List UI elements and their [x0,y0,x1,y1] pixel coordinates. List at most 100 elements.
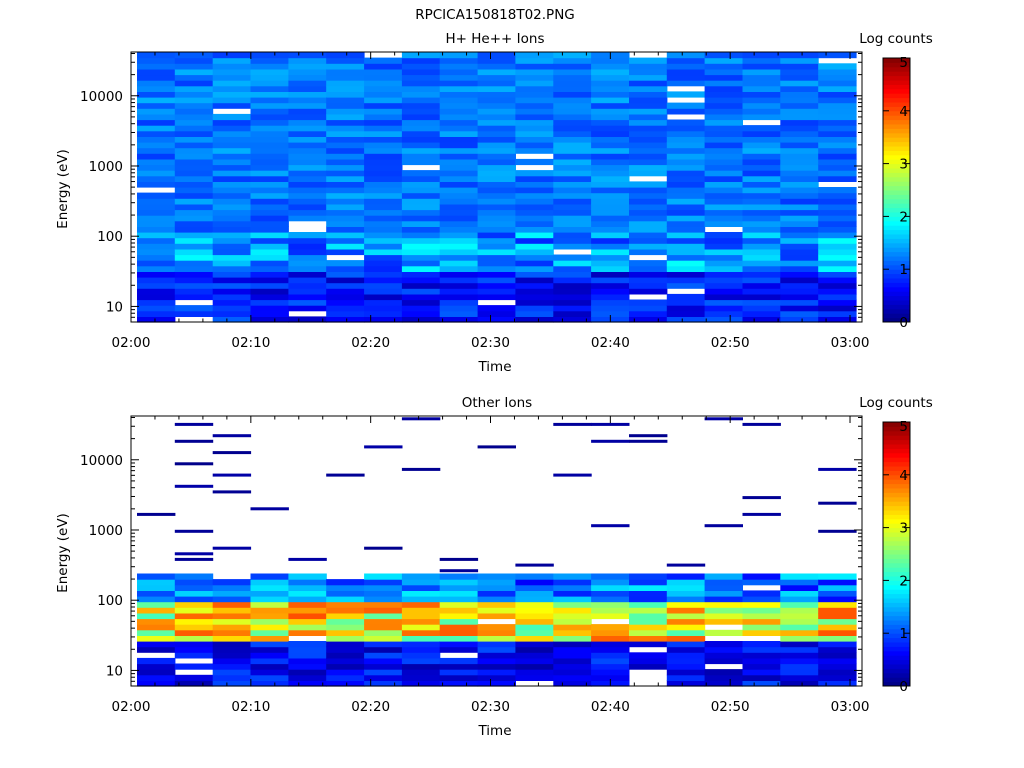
spectrogram-cell [515,305,554,312]
spectrogram-cell [704,260,743,267]
spectrogram-cell [629,164,668,171]
spectrogram-cell [780,590,819,597]
colorbar-frame [882,421,911,687]
spectrogram-cell [288,271,327,278]
spectrogram-cell [477,254,516,261]
spectrogram-cell [591,439,630,443]
spectrogram-cell [326,68,365,76]
spectrogram-cell [515,158,554,166]
spectrogram-cell [591,237,630,244]
spectrogram-cell [780,299,819,306]
spectrogram-cell [780,164,819,171]
spectrogram-cell [553,590,592,597]
spectrogram-cell [818,198,857,205]
spectrogram-cell [780,310,819,317]
spectrogram-cell [742,663,781,670]
spectrogram-cell [439,596,479,603]
file-title: RPCICA150818T02.PNG [415,7,575,23]
spectrogram-cell [591,641,630,648]
spectrogram-cell [326,164,365,171]
spectrogram-cell [250,187,289,194]
spectrogram-cell [704,277,743,284]
spectrogram-cell [174,439,214,443]
spectrogram-cell [553,641,592,648]
spectrogram-cell [364,198,403,205]
spectrogram-cell [439,198,479,205]
spectrogram-cell [174,265,214,272]
spectrogram-cell [212,316,252,323]
spectrogram-cell [288,113,327,121]
spectrogram-cell [553,209,592,216]
spectrogram-cell [780,97,819,104]
colorbar-swatch [883,247,910,253]
spectrogram-cell [439,119,479,126]
spectrogram-cell [439,248,479,256]
spectrogram-cell [137,125,176,132]
spectrogram-cell [629,248,668,256]
spectrogram-cell [364,74,403,81]
spectrogram-cell [515,175,554,182]
spectrogram-cell [666,674,706,681]
spectrogram-cell [401,271,441,278]
spectrogram-cell [326,209,365,216]
colorbar-frame [882,57,911,323]
colorbar-swatch [883,664,910,669]
spectrogram-cell [515,607,554,614]
spectrogram-cell [401,57,441,64]
spectrogram-cell [364,232,403,239]
spectrogram-cell [591,265,630,272]
spectrogram-cell [250,669,289,676]
spectrogram-cell [742,203,781,211]
spectrogram-cell [742,63,781,70]
spectrogram-cell [326,52,365,59]
spectrogram-cell [780,271,819,278]
spectrogram-cell [515,641,554,648]
spectrogram-cell [780,282,819,289]
spectrogram-cell [704,271,743,278]
spectrogram-cell [364,584,403,591]
spectrogram-cell [666,652,706,659]
spectrogram-cell [704,680,743,687]
spectrogram-cell [137,282,176,289]
spectrogram-cell [666,74,706,81]
spectrogram-cell [401,209,441,216]
spectrogram-cell [364,181,403,188]
spectrogram-cell [477,80,516,87]
spectrogram-cell [364,142,403,149]
spectrogram-cell [666,271,706,278]
colorbar-swatch [883,567,910,573]
spectrogram-cell [250,57,289,64]
spectrogram-cell [553,618,592,625]
spectrogram-cell [742,607,781,614]
y-tick-label: 10 [106,663,123,679]
spectrogram-cell [591,74,630,81]
colorbar-swatch [883,558,910,564]
axes-other: 02:00 02:10 02:20 02:30 02:40 02:50 03:00 10 100… [80,415,869,715]
spectrogram-cell [477,305,516,312]
x-tick-label: 02:40 [591,335,630,351]
spectrogram-cell [666,175,706,182]
spectrogram-cell [137,512,176,516]
spectrogram-cell [250,579,289,586]
spectrogram-cell [629,590,668,597]
spectrogram-cell [288,243,327,250]
spectrogram-cell [174,220,214,227]
spectrogram-cell [288,669,327,676]
spectrogram-cell [288,590,327,597]
spectrogram-cell [666,669,706,676]
spectrogram-cell [477,220,516,227]
spectrogram-cell [137,237,176,244]
spectrogram-cell [250,305,289,312]
spectrogram-cell [364,546,403,550]
spectrogram-cell [212,473,252,477]
spectrogram-cell [250,271,289,278]
spectrogram-cell [629,299,668,306]
spectrogram-cell [288,663,327,670]
spectrogram-cell [704,669,743,676]
x-tick-label: 02:20 [351,335,390,351]
spectrogram-cell [553,102,592,109]
spectrogram-cell [250,596,289,603]
spectrogram-cell [250,590,289,597]
spectrogram-cell [629,85,668,92]
spectrogram-cell [439,147,479,154]
